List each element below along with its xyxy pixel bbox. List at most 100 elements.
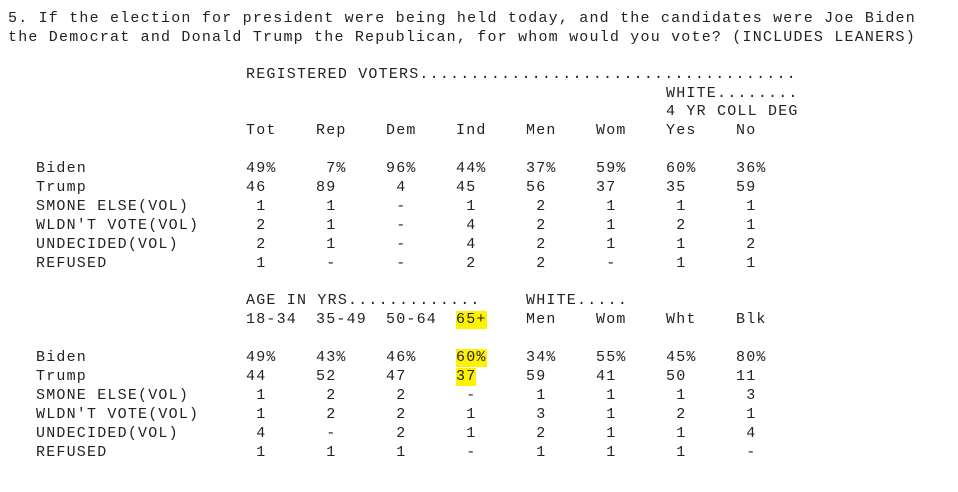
table-cell: 1 (466, 425, 477, 442)
table-cell: 2 (326, 406, 337, 423)
table-cell: 36% (736, 160, 767, 177)
table-cell: 1 (256, 198, 267, 215)
table-cell: 2 (256, 217, 267, 234)
table-cell: 1 (676, 444, 687, 461)
row-label: WLDN'T VOTE(VOL) (36, 217, 200, 234)
column-header: No (736, 122, 757, 139)
table-cell: 50 (666, 368, 687, 385)
table-cell: 1 (606, 236, 617, 253)
table-cell: 4 (466, 217, 477, 234)
table-cell: 2 (676, 406, 687, 423)
table-cell: 44% (456, 160, 487, 177)
table-cell: 1 (606, 387, 617, 404)
column-header: Wom (596, 122, 627, 139)
table-cell: 1 (326, 217, 337, 234)
question-line-1: 5. If the election for president were be… (8, 10, 916, 27)
table-cell: 37 (596, 179, 617, 196)
table-cell: 4 (396, 179, 407, 196)
column-header: Ind (456, 122, 487, 139)
table-cell: 37% (526, 160, 557, 177)
table-cell: - (466, 444, 477, 461)
table-cell: 1 (466, 198, 477, 215)
table-cell: 2 (466, 255, 477, 272)
table-cell: 46% (386, 349, 417, 366)
table-cell: 1 (676, 198, 687, 215)
table-cell: 1 (606, 198, 617, 215)
table-cell: 2 (536, 236, 547, 253)
table-cell: 2 (536, 198, 547, 215)
table-cell: 1 (676, 387, 687, 404)
table-cell: 2 (396, 406, 407, 423)
registered-voters-header: REGISTERED VOTERS.......................… (246, 66, 797, 83)
row-label: SMONE ELSE(VOL) (36, 198, 190, 215)
column-header: Yes (666, 122, 697, 139)
column-header: Men (526, 122, 557, 139)
white-header-2: WHITE..... (526, 292, 629, 309)
table-cell: - (396, 217, 407, 234)
table-cell: 1 (606, 406, 617, 423)
table-cell: 11 (736, 368, 757, 385)
table-cell: 2 (326, 387, 337, 404)
table-cell: 43% (316, 349, 347, 366)
column-header: Dem (386, 122, 417, 139)
table-cell: 55% (596, 349, 627, 366)
table-cell: 49% (246, 349, 277, 366)
table-cell: 49% (246, 160, 277, 177)
table-cell: 1 (256, 406, 267, 423)
college-degree-header: 4 YR COLL DEG (666, 103, 799, 120)
table-cell: 1 (256, 387, 267, 404)
table-cell: 2 (536, 425, 547, 442)
table-cell: 1 (536, 387, 547, 404)
table-cell: 35 (666, 179, 687, 196)
table-cell: - (606, 255, 617, 272)
table-cell: 4 (746, 425, 757, 442)
table-cell: 2 (256, 236, 267, 253)
row-label: SMONE ELSE(VOL) (36, 387, 190, 404)
table-cell: 44 (246, 368, 267, 385)
table-cell: 59% (596, 160, 627, 177)
table-cell: 89 (316, 179, 337, 196)
row-label: UNDECIDED(VOL) (36, 425, 179, 442)
age-header: AGE IN YRS............. (246, 292, 481, 309)
table-cell: - (326, 255, 337, 272)
table-cell: 7% (326, 160, 347, 177)
column-header: 18-34 (246, 311, 298, 328)
table-cell: 1 (746, 406, 757, 423)
table-cell: 59 (736, 179, 757, 196)
table-cell: 45 (456, 179, 477, 196)
table-cell: - (746, 444, 757, 461)
table-cell: 1 (676, 255, 687, 272)
row-label: Trump (36, 368, 88, 385)
white-header: WHITE........ (666, 85, 799, 102)
row-label: Biden (36, 160, 88, 177)
table-cell: 60% (456, 349, 487, 367)
table-cell: 60% (666, 160, 697, 177)
table-cell: - (326, 425, 337, 442)
table-cell: 1 (606, 217, 617, 234)
table-cell: 2 (536, 217, 547, 234)
table-cell: 2 (396, 387, 407, 404)
table-cell: 1 (746, 198, 757, 215)
table-cell: 34% (526, 349, 557, 366)
table-cell: 3 (746, 387, 757, 404)
table-cell: 47 (386, 368, 407, 385)
row-label: Biden (36, 349, 88, 366)
table-cell: 1 (606, 425, 617, 442)
table-cell: 1 (676, 425, 687, 442)
column-header: Men (526, 311, 557, 328)
table-cell: 1 (326, 236, 337, 253)
column-header: 35-49 (316, 311, 368, 328)
table-cell: - (396, 255, 407, 272)
column-header: Wht (666, 311, 697, 328)
table-cell: 2 (676, 217, 687, 234)
question-line-2: the Democrat and Donald Trump the Republ… (8, 29, 916, 46)
table-cell: 4 (466, 236, 477, 253)
column-header: Rep (316, 122, 347, 139)
row-label: REFUSED (36, 255, 108, 272)
table-cell: 1 (256, 255, 267, 272)
table-cell: 80% (736, 349, 767, 366)
table-cell: 52 (316, 368, 337, 385)
table-cell: 41 (596, 368, 617, 385)
column-header: Blk (736, 311, 767, 328)
table-cell: 46 (246, 179, 267, 196)
